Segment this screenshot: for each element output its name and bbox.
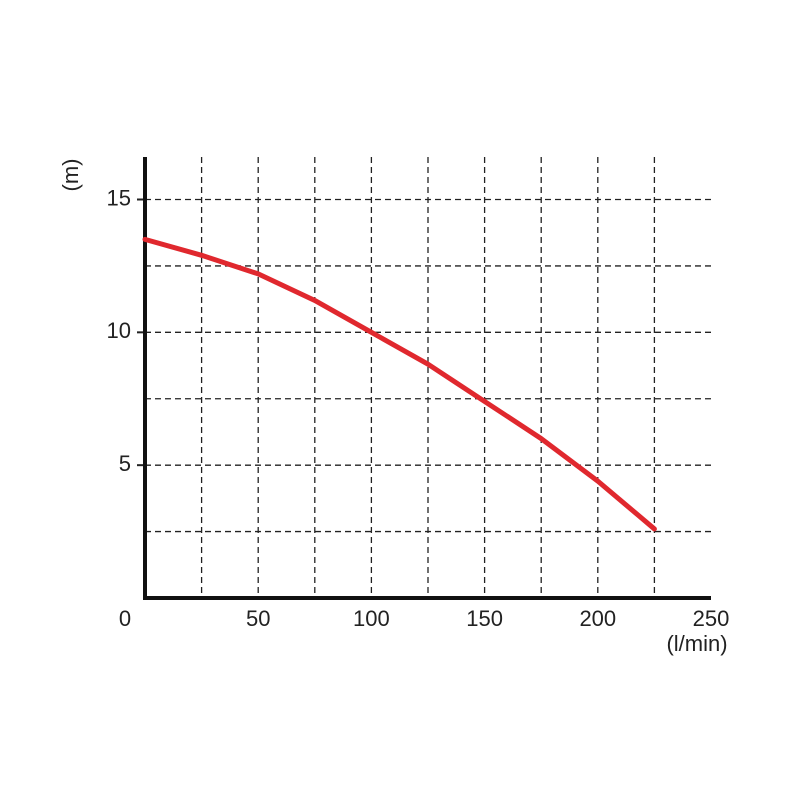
x-axis-label: (l/min) <box>666 631 727 656</box>
y-axis-label: (m) <box>58 159 83 192</box>
data-line <box>142 236 657 532</box>
y-tick-label: 5 <box>119 451 131 476</box>
x-tick-label: 150 <box>466 606 503 631</box>
y-tick-label: 15 <box>107 185 131 210</box>
y-tick-label: 10 <box>107 318 131 343</box>
x-tick-label: 250 <box>693 606 730 631</box>
x-tick-label: 100 <box>353 606 390 631</box>
x-tick-label: 0 <box>119 606 131 631</box>
x-tick-label: 50 <box>246 606 270 631</box>
x-tick-label: 200 <box>579 606 616 631</box>
